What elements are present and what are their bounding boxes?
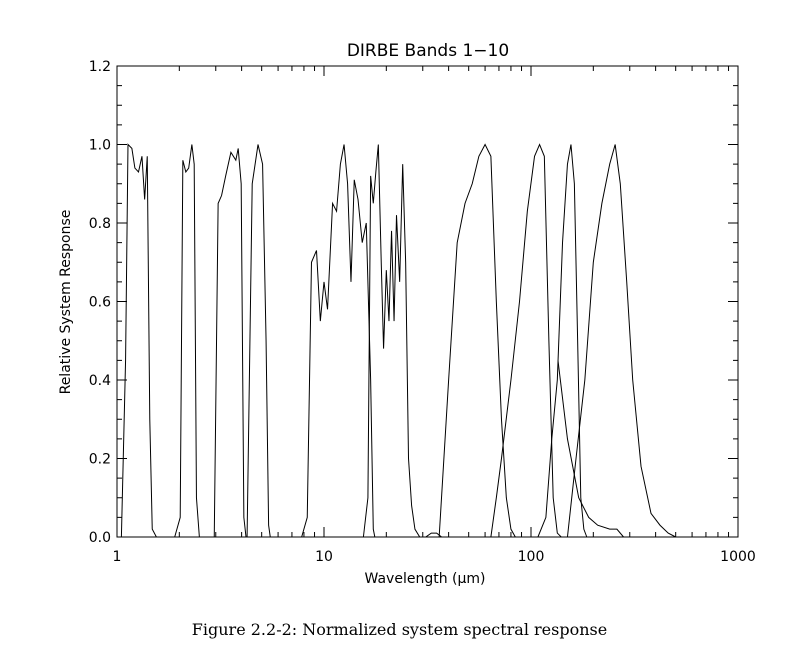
x-axis-label: Wavelength (μm) — [365, 571, 486, 587]
x-tick-label: 1 — [113, 549, 122, 565]
series-line-10 — [566, 144, 676, 538]
series-line-8 — [490, 143, 562, 538]
y-tick-label: 1.0 — [89, 138, 111, 154]
y-tick-label: 0.4 — [89, 373, 111, 389]
series-line-4 — [246, 144, 271, 538]
series-line-6 — [362, 144, 442, 538]
plot-series — [120, 143, 676, 538]
y-axis-label: Relative System Response — [58, 210, 74, 395]
y-tick-label: 0.6 — [89, 295, 111, 311]
y-tick-label: 0.8 — [89, 216, 111, 232]
plot-frame — [116, 65, 739, 538]
series-line-1 — [120, 143, 165, 538]
series-line-7 — [438, 143, 516, 538]
axis-ticks: 1 10 100 1000 0.0 0.2 0.4 0.6 0.8 1.0 1.2 — [89, 59, 756, 565]
x-tick-label: 100 — [518, 549, 545, 565]
series-line-3 — [213, 148, 247, 538]
chart-title: DIRBE Bands 1−10 — [347, 41, 509, 61]
y-tick-label: 0.0 — [89, 530, 111, 546]
y-tick-label: 1.2 — [89, 59, 111, 75]
figure-caption: Figure 2.2-2: Normalized system spectral… — [191, 620, 608, 639]
x-tick-label: 10 — [315, 549, 333, 565]
chart: DIRBE Bands 1−10 1 10 100 1000 0.0 0.2 0.4 0.6 0… — [58, 41, 756, 587]
y-tick-label: 0.2 — [89, 452, 111, 468]
series-line-2 — [174, 144, 200, 538]
x-tick-label: 1000 — [720, 549, 756, 565]
series-line-5 — [301, 144, 376, 538]
series-line-11 — [557, 360, 624, 538]
